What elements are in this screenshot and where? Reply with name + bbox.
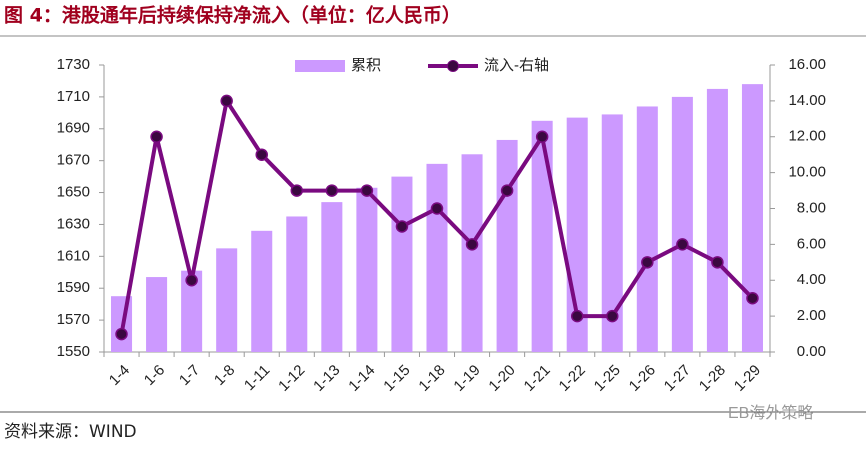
bar [461,154,483,352]
marker [535,130,549,143]
bar [706,88,728,353]
marker [360,184,374,197]
x-tick-label: 1-25 [591,362,624,395]
bar [321,202,343,352]
marker [220,94,233,108]
bar [391,176,413,352]
y-tick-label: 1630 [57,215,90,232]
bar [216,248,238,352]
marker [500,184,514,197]
marker [465,238,479,251]
x-tick-label: 1-20 [485,362,518,395]
legend-marker [447,60,459,72]
y2-tick-label: 14.00 [788,92,826,109]
y-tick-label: 1550 [57,343,90,360]
x-tick-label: 1-27 [661,362,694,395]
legend-label: 累积 [351,57,381,74]
x-tick-label: 1-13 [310,362,343,395]
y-tick-label: 1610 [57,247,90,264]
marker [570,309,584,323]
x-tick-label: 1-28 [696,362,729,395]
marker [290,184,304,197]
bar [181,270,203,352]
x-tick-label: 1-4 [106,362,133,389]
y2-tick-label: 12.00 [788,128,826,145]
x-tick-label: 1-22 [556,362,589,395]
y2-tick-label: 4.00 [797,271,826,288]
y-tick-label: 1690 [57,120,90,137]
x-tick-label: 1-29 [731,362,764,395]
x-tick-label: 1-8 [211,362,238,389]
y2-tick-label: 16.00 [788,56,826,73]
x-tick-label: 1-18 [415,362,448,395]
marker [150,130,163,143]
y-tick-label: 1710 [57,88,90,105]
marker [711,256,724,269]
y-tick-label: 1670 [57,152,90,169]
x-tick-label: 1-21 [521,362,554,395]
bar [671,96,693,352]
bar [426,163,448,352]
marker [395,220,409,233]
bar [251,230,273,352]
x-tick-label: 1-14 [345,362,378,395]
x-tick-label: 1-26 [626,362,659,395]
x-tick-label: 1-15 [380,362,413,395]
y-tick-label: 1590 [57,279,90,296]
bar [741,84,763,352]
legend-label: 流入-右轴 [484,57,549,74]
x-tick-label: 1-7 [176,362,203,389]
bar [146,277,168,352]
bar [601,114,623,352]
marker [641,256,654,269]
marker [606,309,619,323]
y-tick-label: 1650 [57,184,90,201]
bar [636,106,658,352]
x-tick-label: 1-6 [141,362,168,389]
marker [185,274,198,287]
marker [255,148,268,161]
y2-tick-label: 2.00 [797,307,826,324]
marker [115,327,128,341]
bar [286,216,308,352]
marker [430,202,444,215]
y2-tick-label: 0.00 [797,343,826,360]
marker [676,238,689,251]
watermark: EB海外策略 [728,404,813,422]
y2-tick-label: 8.00 [797,199,826,216]
x-tick-label: 1-11 [241,362,273,394]
bar [496,139,518,352]
marker [325,184,339,197]
legend-swatch [295,60,345,72]
source: 资料来源：WIND [4,422,137,442]
bar [531,120,553,352]
chart-title: 图 4：港股通年后持续保持净流入（单位：亿人民币） [4,4,461,27]
y-tick-label: 1570 [57,311,90,328]
y-tick-label: 1730 [57,56,90,73]
marker [746,291,759,305]
x-tick-label: 1-19 [450,362,483,395]
bar [356,187,378,352]
y2-tick-label: 10.00 [788,164,826,181]
x-tick-label: 1-12 [275,362,308,395]
y2-tick-label: 6.00 [797,235,826,252]
